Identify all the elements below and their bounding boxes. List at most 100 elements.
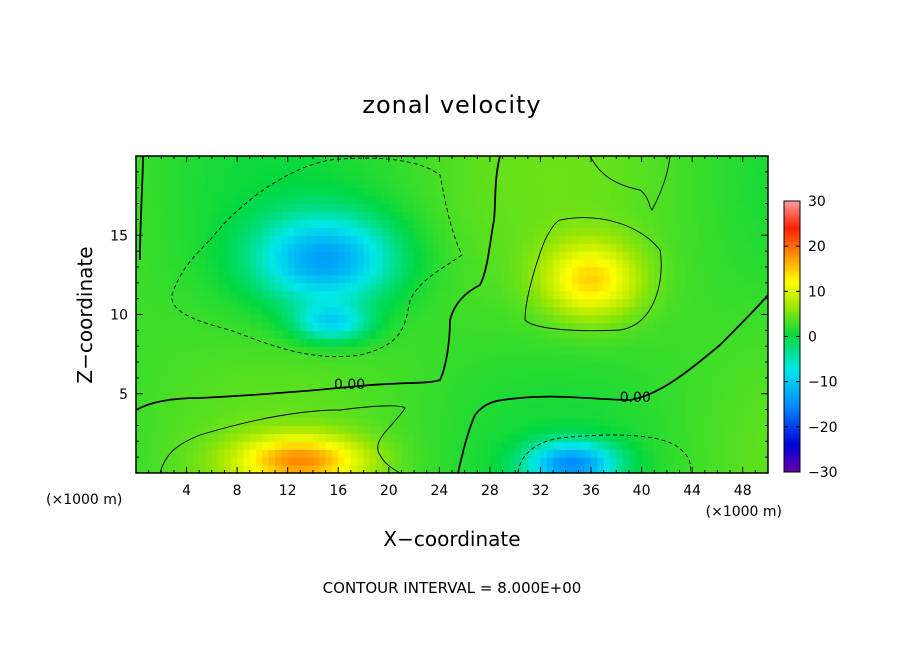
heatmap-cell (173, 441, 181, 450)
heatmap-cell (287, 156, 295, 165)
heatmap-cell (407, 449, 415, 458)
heatmap-cell (553, 171, 561, 181)
heatmap-cell (660, 251, 668, 260)
heatmap-cell (407, 266, 415, 276)
heatmap-cell (262, 369, 270, 379)
heatmap-cell (426, 449, 434, 458)
heatmap-cell (350, 266, 358, 276)
heatmap-cell (136, 401, 143, 411)
heatmap-cell (186, 298, 194, 308)
heatmap-cell (388, 346, 396, 355)
heatmap-cell (635, 179, 643, 189)
heatmap-cell (654, 441, 662, 450)
heatmap-cell (546, 425, 554, 434)
heatmap-cell (553, 282, 561, 292)
heatmap-cell (736, 187, 744, 197)
heatmap-cell (382, 385, 390, 395)
heatmap-cell (584, 211, 592, 220)
heatmap-cell (148, 235, 156, 244)
heatmap-cell (553, 338, 561, 347)
heatmap-cell (704, 195, 712, 205)
heatmap-cell (256, 322, 263, 331)
heatmap-cell (173, 243, 181, 252)
heatmap-cell (237, 251, 245, 260)
heatmap-cell (262, 449, 270, 458)
heatmap-cell (673, 235, 681, 244)
heatmap-cell (338, 163, 346, 173)
heatmap-cell (692, 362, 700, 371)
heatmap-cell (711, 211, 719, 220)
heatmap-cell (319, 330, 327, 339)
heatmap-cell (287, 417, 295, 427)
heatmap-cell (243, 393, 251, 403)
heatmap-cell (186, 338, 194, 347)
heatmap-cell (603, 306, 611, 316)
heatmap-cell (287, 330, 295, 339)
heatmap-cell (698, 433, 706, 442)
heatmap-cell (173, 417, 181, 427)
heatmap-cell (666, 298, 674, 308)
heatmap-cell (205, 298, 213, 308)
heatmap-cell (711, 369, 719, 379)
heatmap-cell (205, 282, 213, 292)
heatmap-cell (698, 385, 706, 395)
heatmap-cell (717, 338, 725, 347)
heatmap-cell (363, 211, 371, 220)
heatmap-cell (319, 274, 327, 284)
heatmap-cell (218, 163, 226, 173)
heatmap-cell (376, 417, 384, 427)
heatmap-cell (186, 314, 194, 324)
heatmap-cell (666, 251, 674, 260)
heatmap-cell (230, 243, 238, 252)
heatmap-cell (483, 282, 491, 292)
heatmap-cell (717, 251, 725, 260)
heatmap-cell (154, 465, 162, 473)
heatmap-cell (319, 433, 327, 442)
heatmap-cell (464, 377, 472, 387)
heatmap-cell (742, 163, 750, 173)
heatmap-cell (154, 338, 162, 347)
heatmap-cell (281, 354, 289, 363)
heatmap-cell (660, 465, 668, 473)
heatmap-cell (698, 211, 706, 220)
heatmap-cell (369, 322, 377, 331)
heatmap-cell (692, 417, 700, 427)
heatmap-cell (211, 338, 219, 347)
heatmap-cell (300, 251, 308, 260)
heatmap-cell (685, 251, 693, 260)
heatmap-cell (420, 156, 428, 165)
heatmap-cell (692, 203, 700, 213)
heatmap-cell (426, 322, 434, 331)
heatmap-cell (300, 171, 308, 181)
heatmap-cell (761, 354, 768, 363)
heatmap-cell (470, 251, 478, 260)
heatmap-cell (350, 417, 358, 427)
heatmap-cell (275, 266, 282, 276)
heatmap-cell (148, 179, 156, 189)
heatmap-cell (603, 338, 611, 347)
heatmap-cell (628, 465, 636, 473)
heatmap-cell (173, 425, 181, 434)
heatmap-cell (559, 385, 567, 395)
heatmap-cell (673, 211, 681, 220)
heatmap-cell (173, 409, 181, 419)
heatmap-cell (477, 156, 485, 165)
heatmap-cell (325, 322, 333, 331)
heatmap-cell (553, 401, 561, 411)
heatmap-cell (572, 298, 579, 308)
heatmap-cell (496, 259, 504, 268)
heatmap-cell (287, 465, 295, 473)
heatmap-cell (496, 314, 504, 324)
contour-labels: 0.000.00 (334, 377, 651, 406)
heatmap-cell (546, 385, 554, 395)
heatmap-cell (414, 227, 421, 236)
heatmap-cell (591, 282, 598, 292)
contour-label: 0.00 (334, 377, 365, 393)
heatmap-cell (666, 346, 674, 355)
heatmap-cell (666, 179, 674, 189)
heatmap-cell (470, 274, 478, 284)
heatmap-cell (357, 227, 365, 236)
heatmap-cell (591, 401, 598, 411)
heatmap-cell (546, 465, 554, 473)
heatmap-cell (559, 203, 567, 213)
